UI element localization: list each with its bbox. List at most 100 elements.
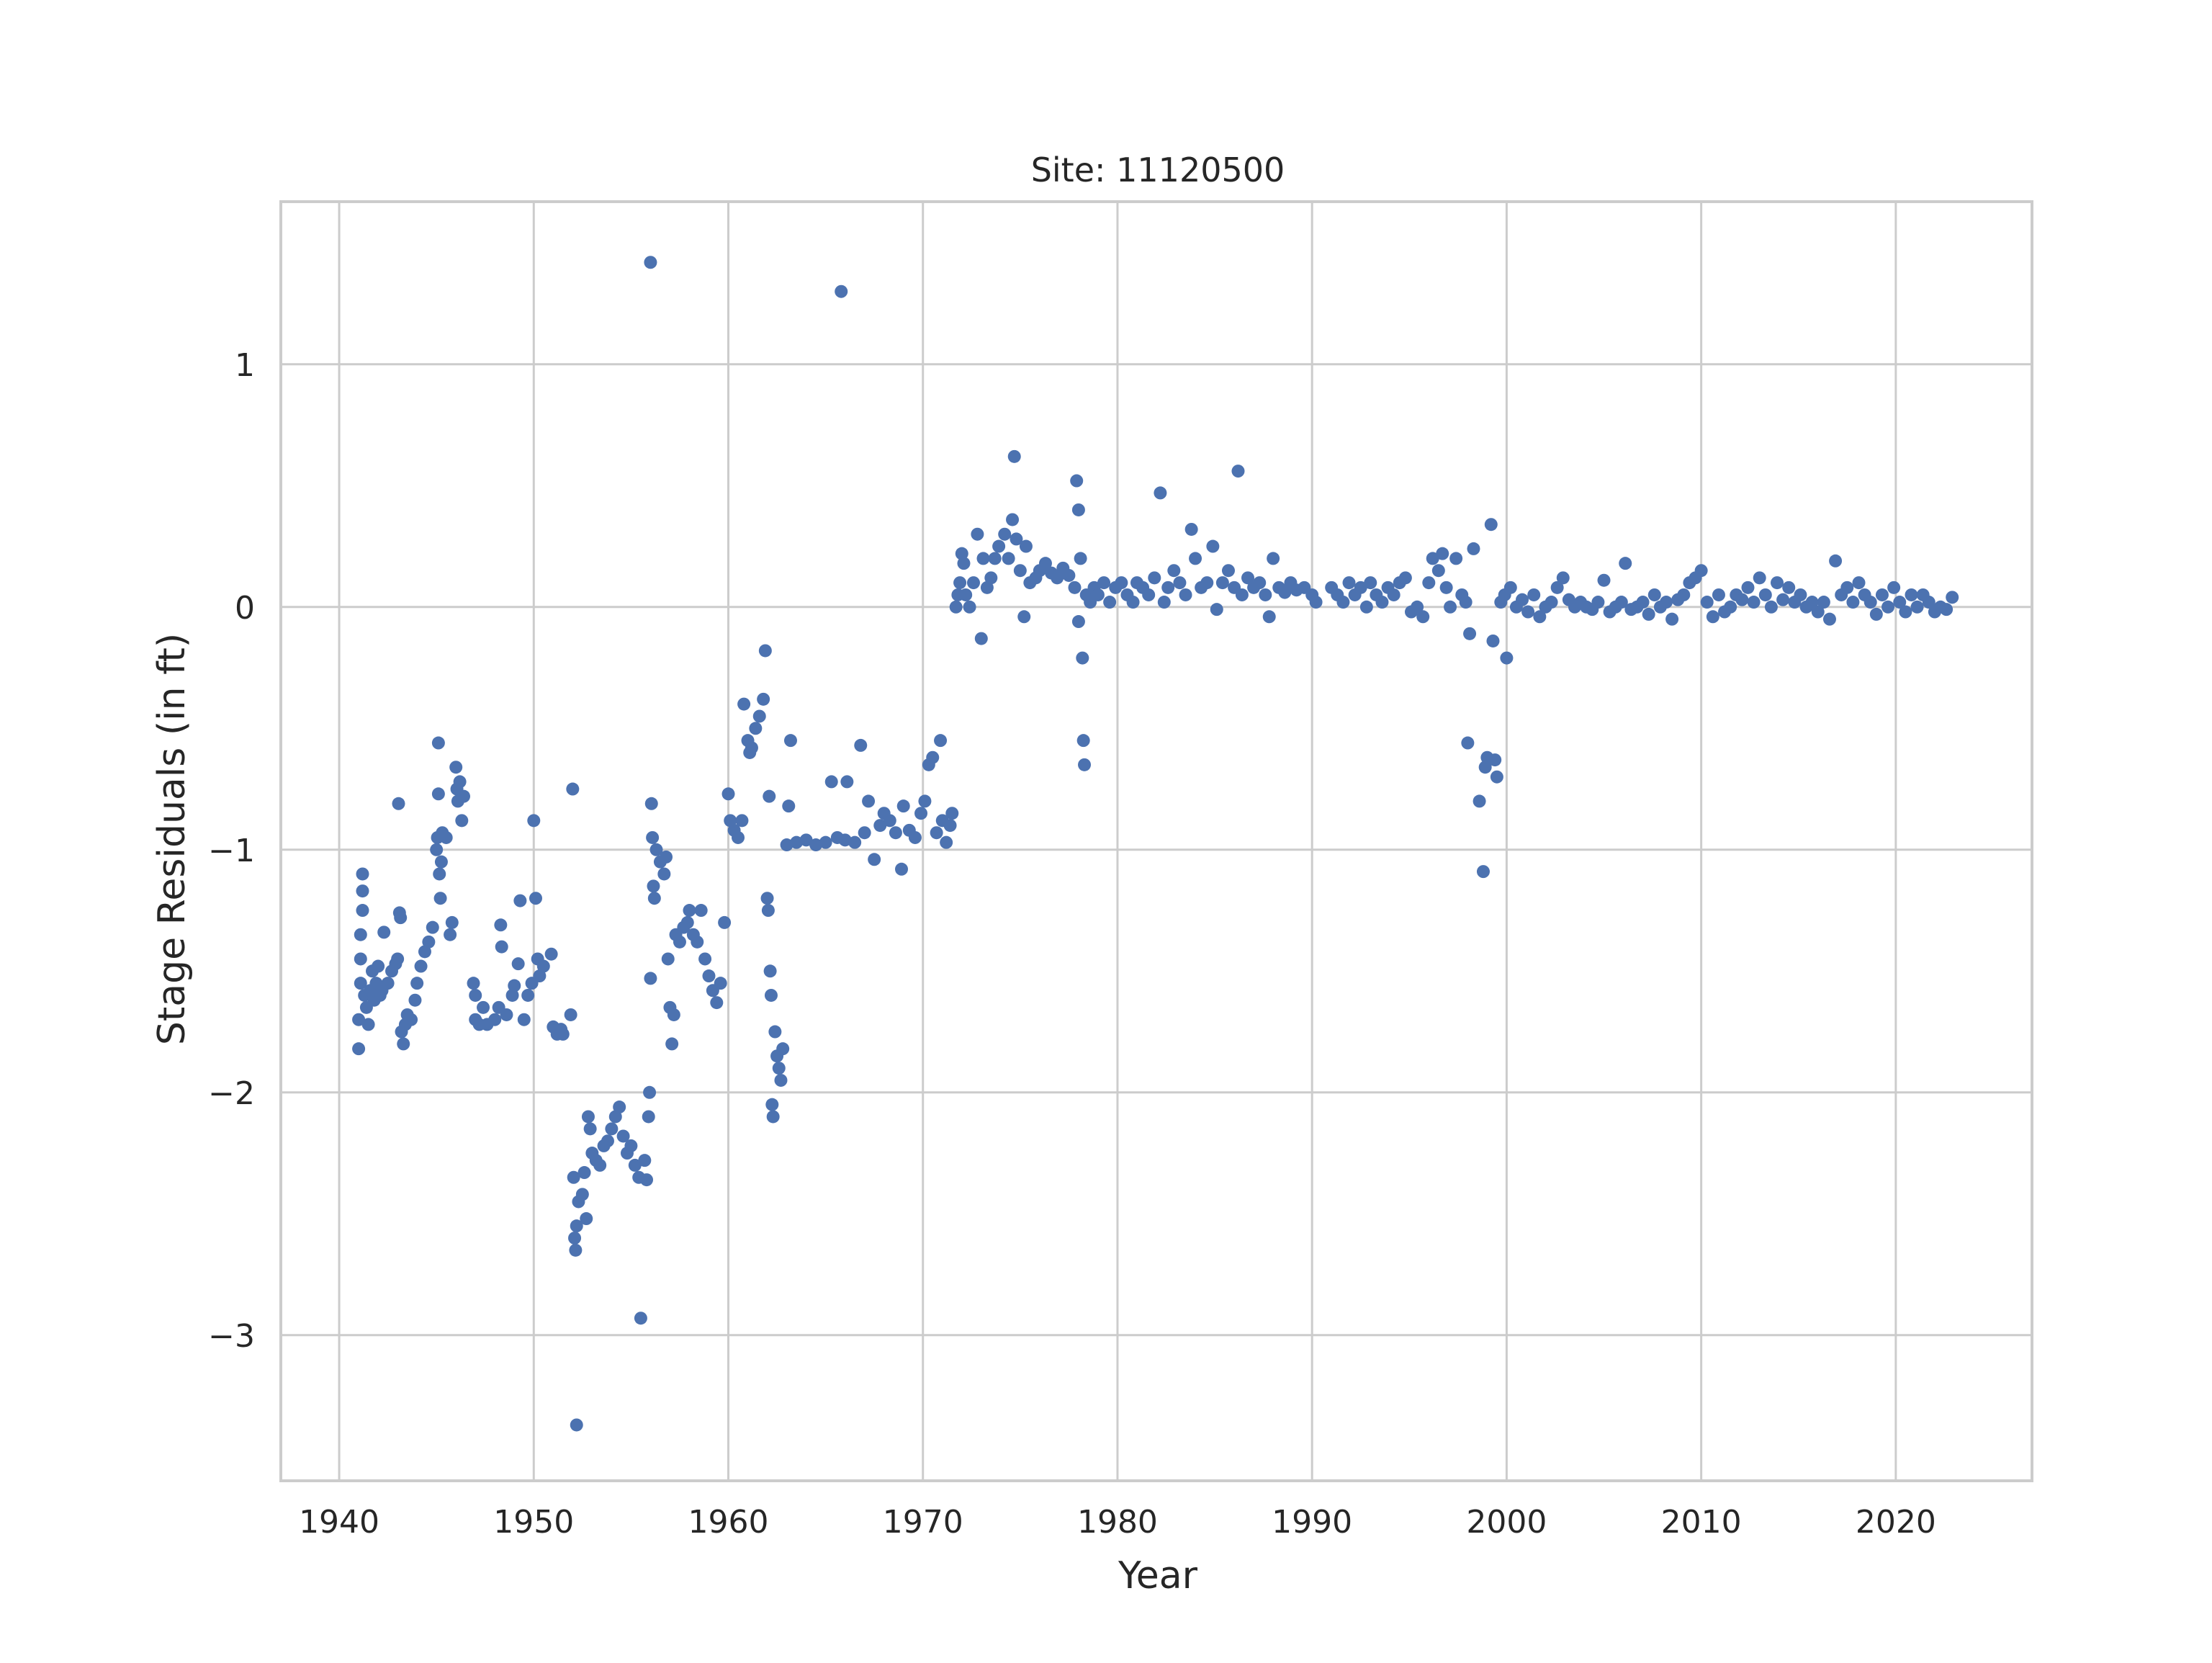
scatter-point bbox=[976, 552, 990, 565]
x-tick-label: 1980 bbox=[1077, 1504, 1158, 1541]
scatter-point bbox=[1200, 576, 1214, 590]
scatter-point bbox=[1074, 552, 1087, 565]
scatter-point bbox=[469, 988, 482, 1002]
scatter-point bbox=[926, 750, 940, 764]
scatter-point bbox=[680, 915, 694, 929]
scatter-point bbox=[1881, 600, 1895, 614]
scatter-point bbox=[356, 884, 369, 898]
scatter-point bbox=[517, 1013, 531, 1026]
scatter-point bbox=[1071, 503, 1085, 516]
scatter-point bbox=[422, 935, 436, 949]
scatter-point bbox=[570, 1418, 583, 1432]
scatter-point bbox=[644, 972, 657, 985]
scatter-point bbox=[1486, 634, 1500, 647]
scatter-point bbox=[570, 1219, 583, 1233]
scatter-point bbox=[895, 862, 909, 876]
scatter-point bbox=[453, 775, 467, 789]
scatter-point bbox=[1899, 605, 1912, 619]
x-tick-label: 2010 bbox=[1661, 1504, 1742, 1541]
scatter-point bbox=[1503, 581, 1517, 594]
scatter-point bbox=[649, 843, 663, 856]
scatter-point bbox=[840, 775, 854, 789]
scatter-point bbox=[433, 867, 446, 881]
scatter-point bbox=[1533, 610, 1547, 624]
scatter-point bbox=[1591, 596, 1605, 609]
scatter-point bbox=[1267, 552, 1280, 565]
scatter-point bbox=[1794, 588, 1807, 601]
scatter-point bbox=[858, 826, 871, 840]
scatter-point bbox=[1148, 571, 1161, 585]
scatter-point bbox=[426, 920, 439, 934]
scatter-point bbox=[564, 1008, 577, 1021]
scatter-point bbox=[1782, 581, 1796, 594]
x-tick-label: 2000 bbox=[1466, 1504, 1547, 1541]
scatter-point bbox=[616, 1129, 630, 1143]
scatter-point bbox=[1642, 607, 1655, 621]
scatter-point bbox=[566, 782, 580, 796]
scatter-point bbox=[737, 697, 751, 711]
scatter-point bbox=[1071, 615, 1085, 629]
scatter-point bbox=[1439, 581, 1453, 594]
scatter-point bbox=[657, 867, 671, 881]
scatter-point bbox=[1476, 865, 1490, 879]
scatter-point bbox=[372, 959, 385, 973]
scatter-point bbox=[1342, 576, 1356, 590]
scatter-point bbox=[1461, 736, 1475, 750]
x-tick-label: 1950 bbox=[493, 1504, 574, 1541]
scatter-point bbox=[1694, 564, 1708, 578]
scatter-point bbox=[1161, 581, 1175, 594]
scatter-point bbox=[1875, 588, 1889, 601]
scatter-point bbox=[873, 819, 887, 833]
scatter-point bbox=[790, 835, 804, 849]
scatter-point bbox=[1753, 571, 1766, 585]
x-tick-label: 1990 bbox=[1272, 1504, 1352, 1541]
scatter-point bbox=[772, 1062, 786, 1075]
scatter-point bbox=[1545, 596, 1558, 609]
scatter-point bbox=[783, 734, 797, 748]
scatter-point bbox=[1076, 734, 1090, 748]
scatter-point bbox=[536, 959, 550, 973]
scatter-point bbox=[1206, 539, 1220, 553]
scatter-point bbox=[1235, 588, 1249, 601]
scatter-point bbox=[477, 1000, 490, 1014]
scatter-point bbox=[1154, 486, 1167, 500]
scatter-point bbox=[567, 1170, 580, 1184]
scatter-point bbox=[1817, 596, 1830, 609]
scatter-point bbox=[605, 1122, 619, 1136]
scatter-point bbox=[397, 1037, 410, 1051]
scatter-point bbox=[521, 988, 535, 1002]
scatter-point bbox=[1017, 610, 1031, 624]
scatter-point bbox=[354, 952, 367, 966]
scatter-point bbox=[763, 964, 777, 978]
scatter-point bbox=[527, 814, 541, 828]
scatter-point bbox=[431, 736, 445, 750]
scatter-point bbox=[953, 576, 967, 590]
scatter-point bbox=[1115, 576, 1128, 590]
scatter-point bbox=[1449, 552, 1463, 565]
scatter-point bbox=[467, 977, 480, 990]
scatter-point bbox=[529, 892, 542, 905]
scatter-point bbox=[394, 911, 408, 925]
scatter-point bbox=[1262, 610, 1276, 624]
scatter-point bbox=[433, 892, 447, 905]
scatter-point bbox=[758, 644, 772, 658]
scatter-point bbox=[430, 843, 444, 856]
y-tick-label: −2 bbox=[208, 1075, 255, 1112]
scatter-point bbox=[838, 833, 852, 847]
scatter-point bbox=[980, 581, 994, 594]
scatter-point bbox=[1463, 627, 1477, 640]
scatter-point bbox=[1210, 603, 1223, 617]
scatter-point bbox=[644, 797, 658, 810]
scatter-point bbox=[1097, 576, 1111, 590]
scatter-point bbox=[698, 952, 712, 966]
scatter-point bbox=[1516, 593, 1529, 606]
scatter-point bbox=[1822, 612, 1836, 626]
scatter-point bbox=[661, 952, 675, 966]
scatter-point bbox=[835, 284, 848, 298]
scatter-point bbox=[1359, 600, 1373, 614]
scatter-point bbox=[1659, 596, 1673, 609]
scatter-point bbox=[1597, 573, 1611, 587]
scatter-point bbox=[569, 1243, 583, 1257]
scatter-point bbox=[799, 833, 813, 847]
scatter-point bbox=[361, 1018, 375, 1031]
